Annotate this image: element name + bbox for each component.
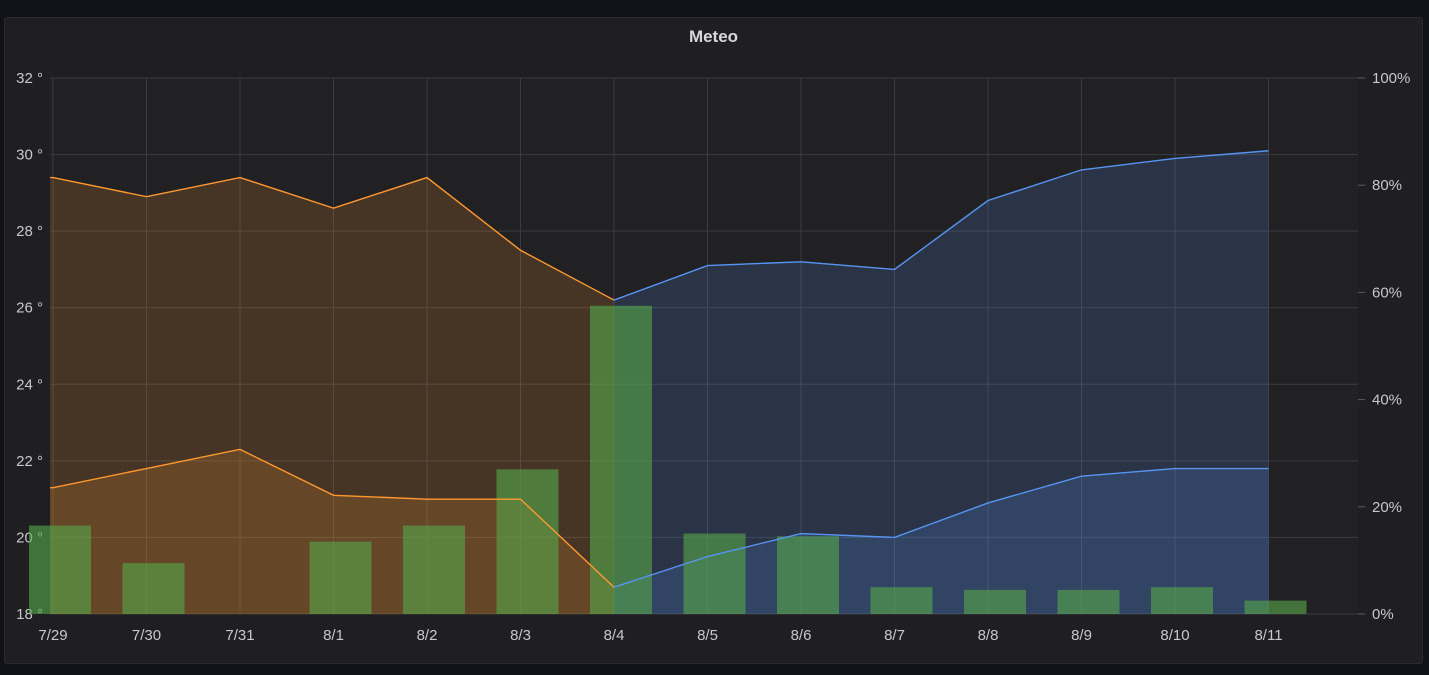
x-tick-label: 7/30: [132, 627, 161, 644]
y-left-tick-label: 22 °: [16, 453, 43, 470]
x-tick-label: 7/31: [225, 627, 254, 644]
bar: [964, 589, 1026, 614]
bar: [29, 525, 91, 614]
bar: [590, 305, 652, 614]
y-right-tick-label: 100%: [1372, 70, 1410, 87]
y-right-tick-label: 80%: [1372, 177, 1402, 194]
series-line-blue: [613, 467, 1269, 588]
x-tick-label: 8/6: [791, 627, 812, 644]
bar: [309, 541, 372, 614]
bar: [1244, 600, 1307, 614]
y-left-tick-label: 28 °: [16, 223, 43, 240]
bar: [1057, 589, 1120, 614]
series-area-orange: [50, 177, 614, 615]
y-right-tick-label: 20%: [1372, 499, 1402, 516]
x-tick-label: 8/5: [697, 627, 718, 644]
x-tick-label: 8/7: [884, 627, 905, 644]
series-line-blue: [613, 150, 1269, 301]
y-left-tick-label: 32 °: [16, 70, 43, 87]
bar: [403, 525, 465, 614]
bar: [777, 536, 839, 614]
bar: [870, 587, 933, 614]
x-tick-label: 8/3: [510, 627, 531, 644]
panel-title[interactable]: Meteo: [688, 27, 739, 46]
x-tick-label: 8/9: [1071, 627, 1092, 644]
bar: [683, 533, 746, 614]
series-area-lower-orange: [50, 449, 614, 614]
y-left-tick-label: 26 °: [16, 300, 43, 317]
y-right-tick-label: 60%: [1372, 284, 1402, 301]
x-tick-label: 8/1: [323, 627, 344, 644]
bar: [1151, 587, 1213, 614]
series-line-orange: [50, 448, 615, 588]
x-tick-label: 8/4: [604, 627, 625, 644]
series-area-blue: [614, 150, 1269, 614]
x-tick-label: 8/8: [978, 627, 999, 644]
series-line-orange: [50, 176, 615, 301]
y-right-tick-label: 40%: [1372, 392, 1402, 409]
x-tick-label: 8/10: [1160, 627, 1189, 644]
y-left-tick-label: 24 °: [16, 376, 43, 393]
y-right-tick-label: 0%: [1372, 606, 1394, 623]
x-tick-label: 7/29: [38, 627, 67, 644]
plot-area: [50, 78, 1358, 614]
bar: [496, 469, 559, 614]
y-left-tick-label: 30 °: [16, 147, 43, 164]
bar: [122, 563, 185, 614]
x-tick-label: 8/2: [417, 627, 438, 644]
x-tick-label: 8/11: [1254, 627, 1282, 644]
